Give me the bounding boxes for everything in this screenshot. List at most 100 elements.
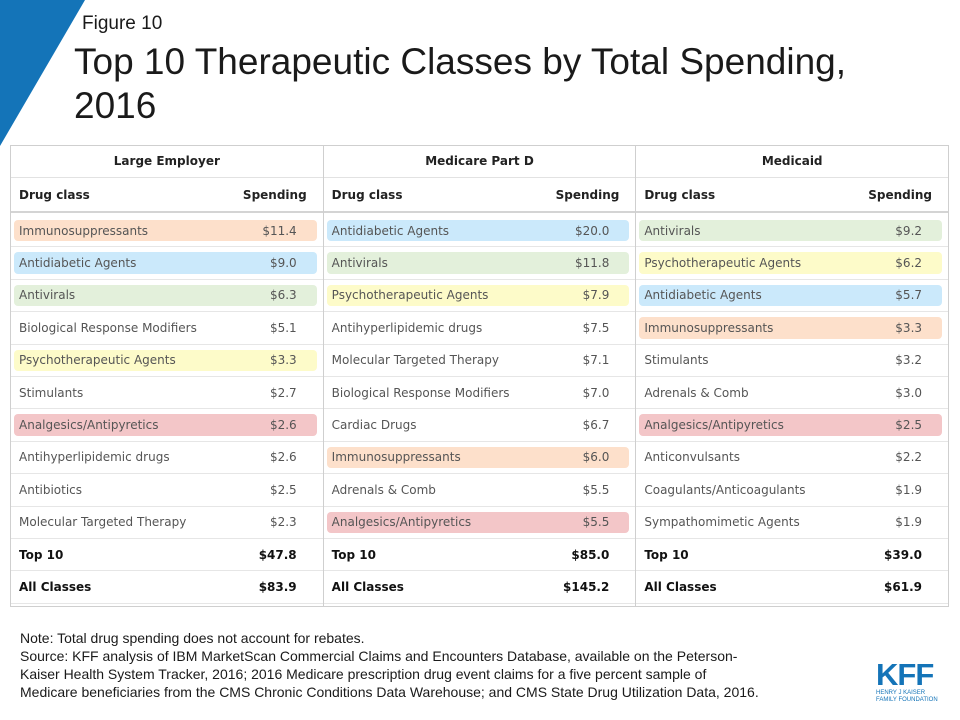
drug-class-name: Immunosuppressants [19, 223, 149, 238]
row-cell: Molecular Targeted Therapy $2.3 [14, 512, 317, 533]
drug-class-name: Antivirals [19, 288, 76, 303]
spending-value: $2.5 [895, 418, 923, 433]
note-line: Note: Total drug spending does not accou… [20, 630, 365, 646]
highlighted-cell: Immunosuppressants $6.0 [326, 446, 630, 469]
drug-class-name: Antibiotics [19, 482, 83, 497]
table-row: Antidiabetic Agents $20.0 [323, 215, 636, 248]
table-row: Psychotherapeutic Agents $7.9 [323, 280, 636, 313]
table-row: Immunosuppressants $11.4 [11, 215, 323, 248]
table-row: Cardiac Drugs $6.7 [323, 409, 636, 442]
highlighted-cell: Psychotherapeutic Agents $7.9 [326, 284, 630, 307]
spending-value: $2.3 [269, 515, 297, 530]
total-row: Top 10 $85.0 [323, 539, 636, 572]
drug-class-label: Drug class [331, 187, 403, 202]
row-cell: Top 10 $85.0 [327, 544, 630, 565]
drug-class-name: Top 10 [644, 547, 689, 562]
table-column: Medicaid Drug class Spending Antivirals $9.2… [635, 146, 949, 606]
spending-value: $47.8 [258, 547, 297, 562]
sub-header-row: Drug class Spending [323, 178, 636, 213]
table-row: Coagulants/Anticoagulants $1.9 [636, 474, 949, 507]
drug-class-name: Antidiabetic Agents [644, 288, 762, 303]
highlighted-cell: Antidiabetic Agents $20.0 [326, 220, 630, 242]
drug-class-name: All Classes [331, 579, 404, 594]
spending-value: $6.7 [582, 418, 610, 433]
row-cell: Top 10 $39.0 [639, 544, 942, 565]
row-cell: Stimulants $2.7 [14, 382, 317, 403]
drug-class-name: Antihyperlipidemic drugs [331, 320, 483, 335]
spending-value: $7.9 [582, 288, 610, 303]
highlighted-cell: Psychotherapeutic Agents $3.3 [14, 349, 317, 371]
spending-value: $2.7 [269, 385, 297, 400]
drug-class-name: Antidiabetic Agents [331, 223, 450, 238]
table-row: Analgesics/Antipyretics $2.5 [636, 409, 949, 442]
highlighted-cell: Immunosuppressants $3.3 [639, 317, 943, 339]
spending-value: $39.0 [884, 547, 923, 562]
table-row: Antivirals $9.2 [636, 215, 949, 248]
spending-value: $2.6 [269, 450, 297, 465]
total-row: Top 10 $39.0 [636, 539, 949, 572]
row-cell: Cardiac Drugs $6.7 [327, 414, 630, 435]
drug-class-label: Drug class [644, 187, 716, 202]
total-row: All Classes $61.9 [636, 571, 949, 604]
page-title: Top 10 Therapeutic Classes by Total Spen… [74, 41, 847, 126]
table-row: Psychotherapeutic Agents $6.2 [636, 247, 949, 280]
table-row: Immunosuppressants $6.0 [323, 442, 636, 475]
spending-value: $5.5 [582, 515, 610, 530]
row-cell: Adrenals & Comb $5.5 [327, 479, 630, 500]
drug-class-name: Psychotherapeutic Agents [19, 353, 176, 368]
drug-class-name: Antidiabetic Agents [19, 256, 137, 271]
spending-value: $2.5 [269, 482, 297, 497]
table-row: Analgesics/Antipyretics $2.6 [11, 409, 323, 442]
spending-value: $6.2 [895, 256, 923, 271]
spending-value: $3.0 [895, 385, 923, 400]
table-rows: Immunosuppressants $11.4 Antidiabetic Agen… [11, 213, 323, 604]
drug-class-name: Molecular Targeted Therapy [331, 353, 499, 368]
row-cell: Adrenals & Comb $3.0 [639, 382, 942, 403]
row-cell: Coagulants/Anticoagulants $1.9 [639, 479, 942, 500]
drug-class-name: Antihyperlipidemic drugs [19, 450, 170, 465]
row-cell: Sympathomimetic Agents $1.9 [639, 512, 942, 533]
spending-value: $3.3 [269, 353, 297, 368]
drug-class-name: Analgesics/Antipyretics [19, 418, 159, 433]
spending-value: $2.2 [895, 450, 923, 465]
drug-class-name: Molecular Targeted Therapy [19, 515, 187, 530]
table-row: Antihyperlipidemic drugs $7.5 [323, 312, 636, 345]
row-cell: All Classes $145.2 [327, 576, 630, 597]
corner-accent-triangle [0, 0, 85, 146]
table-column: Medicare Part D Drug class Spending Antidia… [322, 146, 636, 606]
row-cell: Antihyperlipidemic drugs $7.5 [327, 317, 630, 338]
table-row: Sympathomimetic Agents $1.9 [636, 507, 949, 539]
spending-value: $6.0 [582, 450, 610, 465]
spending-value: $11.8 [574, 256, 610, 271]
spending-value: $11.4 [262, 223, 297, 238]
kff-logo-line2: FAMILY FOUNDATION [876, 697, 938, 703]
highlighted-cell: Psychotherapeutic Agents $6.2 [639, 252, 943, 274]
table-row: Biological Response Modifiers $5.1 [11, 312, 323, 345]
table-row: Stimulants $3.2 [636, 345, 949, 377]
table-row: Adrenals & Comb $5.5 [323, 474, 636, 507]
table-row: Molecular Targeted Therapy $7.1 [323, 345, 636, 377]
spending-value: $7.5 [582, 320, 610, 335]
spending-value: $3.3 [895, 320, 923, 335]
figure-label: Figure 10 [82, 13, 163, 34]
drug-class-name: Top 10 [19, 547, 64, 562]
spending-value: $5.1 [269, 320, 297, 335]
spending-value: $20.0 [574, 223, 610, 238]
table-row: Antidiabetic Agents $9.0 [11, 247, 323, 280]
drug-class-name: Biological Response Modifiers [331, 385, 510, 400]
drug-class-name: Adrenals & Comb [331, 482, 436, 497]
spending-value: $3.2 [895, 353, 923, 368]
highlighted-cell: Antivirals $11.8 [326, 252, 630, 274]
table-row: Antidiabetic Agents $5.7 [636, 280, 949, 313]
row-cell: Antihyperlipidemic drugs $2.6 [14, 447, 317, 468]
spending-value: $61.9 [884, 579, 923, 594]
highlighted-cell: Analgesics/Antipyretics $5.5 [326, 511, 630, 533]
table-row: Analgesics/Antipyretics $5.5 [323, 507, 636, 539]
spending-label: Spending [555, 187, 620, 202]
drug-class-name: Biological Response Modifiers [19, 320, 197, 335]
drug-class-label: Drug class [19, 187, 90, 202]
spending-table: Large Employer Drug class Spending Immunosu… [10, 145, 949, 607]
table-row: Antivirals $11.8 [323, 247, 636, 280]
row-cell: Anticonvulsants $2.2 [639, 447, 942, 468]
drug-class-name: Immunosuppressants [644, 320, 774, 335]
